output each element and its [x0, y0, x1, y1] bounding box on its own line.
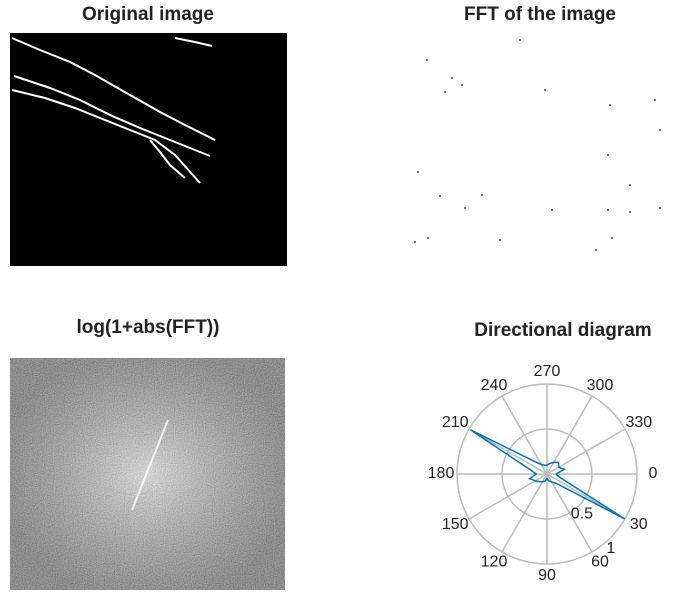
- image-glow: [10, 358, 285, 590]
- theta-tick-label: 300: [587, 377, 614, 394]
- theta-tick-label: 270: [534, 363, 561, 380]
- theta-tick-label: 90: [538, 567, 556, 584]
- theta-tick-label: 120: [481, 554, 508, 571]
- panel-title: FFT of the image: [464, 4, 616, 25]
- theta-tick-label: 0: [649, 465, 658, 482]
- fft-image: [410, 33, 672, 266]
- theta-tick-label: 210: [442, 414, 469, 431]
- theta-tick-label: 180: [428, 465, 455, 482]
- theta-tick-label: 30: [630, 516, 648, 533]
- panel-title: Directional diagram: [474, 320, 651, 341]
- panel-title: Original image: [82, 4, 214, 25]
- theta-tick-label: 240: [481, 377, 508, 394]
- theta-tick-label: 60: [591, 554, 609, 571]
- theta-tick-label: 150: [442, 516, 469, 533]
- figure: Original image FFT of the image log(1+ab…: [0, 0, 676, 596]
- image-background: [10, 33, 287, 266]
- theta-tick-label: 330: [625, 414, 652, 431]
- log-fft-image: [10, 358, 285, 590]
- original-image: [10, 33, 287, 266]
- image-background: [410, 33, 672, 266]
- panel-title: log(1+abs(FFT)): [76, 317, 219, 338]
